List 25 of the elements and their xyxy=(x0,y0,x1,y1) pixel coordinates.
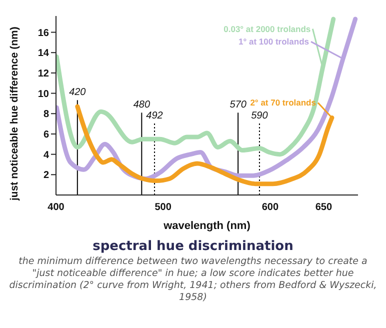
ref-line-label: 492 xyxy=(146,110,164,122)
x-tick-label: 500 xyxy=(154,202,172,214)
ref-line-label: 480 xyxy=(133,100,150,111)
y-tick-label: 2 xyxy=(43,170,50,182)
x-axis-title: wavelength (nm) xyxy=(162,220,251,232)
text: 0.03° at 2000 trolands xyxy=(224,24,311,34)
y-tick-label: 16 xyxy=(38,28,50,39)
x-tick-label: 400 xyxy=(48,202,65,214)
y-tick-label: 8 xyxy=(43,109,50,120)
line-series xyxy=(56,16,336,157)
y-axis-title: just noticeable hue difference (nm) xyxy=(8,26,21,202)
text: spectral hue discrimination xyxy=(92,239,294,254)
y-tick-label: 6 xyxy=(43,130,50,141)
y-tick-label: 14 xyxy=(38,48,50,60)
x-tick-label: 650 xyxy=(315,202,333,214)
x-tick-label: 600 xyxy=(262,202,279,214)
y-tick-label: 4 xyxy=(43,150,50,161)
y-tick-label: 12 xyxy=(38,68,50,80)
ref-line-label: 590 xyxy=(251,110,268,122)
text: 2° at 70 trolands xyxy=(250,98,316,108)
y-tick-label: 10 xyxy=(38,88,50,100)
text: 1° at 100 trolands xyxy=(238,36,310,47)
ref-line-label: 570 xyxy=(230,100,247,111)
text: the minimum difference between two wavelengths necessary to create a "just noticeable difference" in hue; a low score indicates better hue discrimination (2° curve from Wright, 1941; others from Bedford & Wyszecki, 1958) xyxy=(8,256,378,304)
ref-line-label: 420 xyxy=(69,87,86,98)
